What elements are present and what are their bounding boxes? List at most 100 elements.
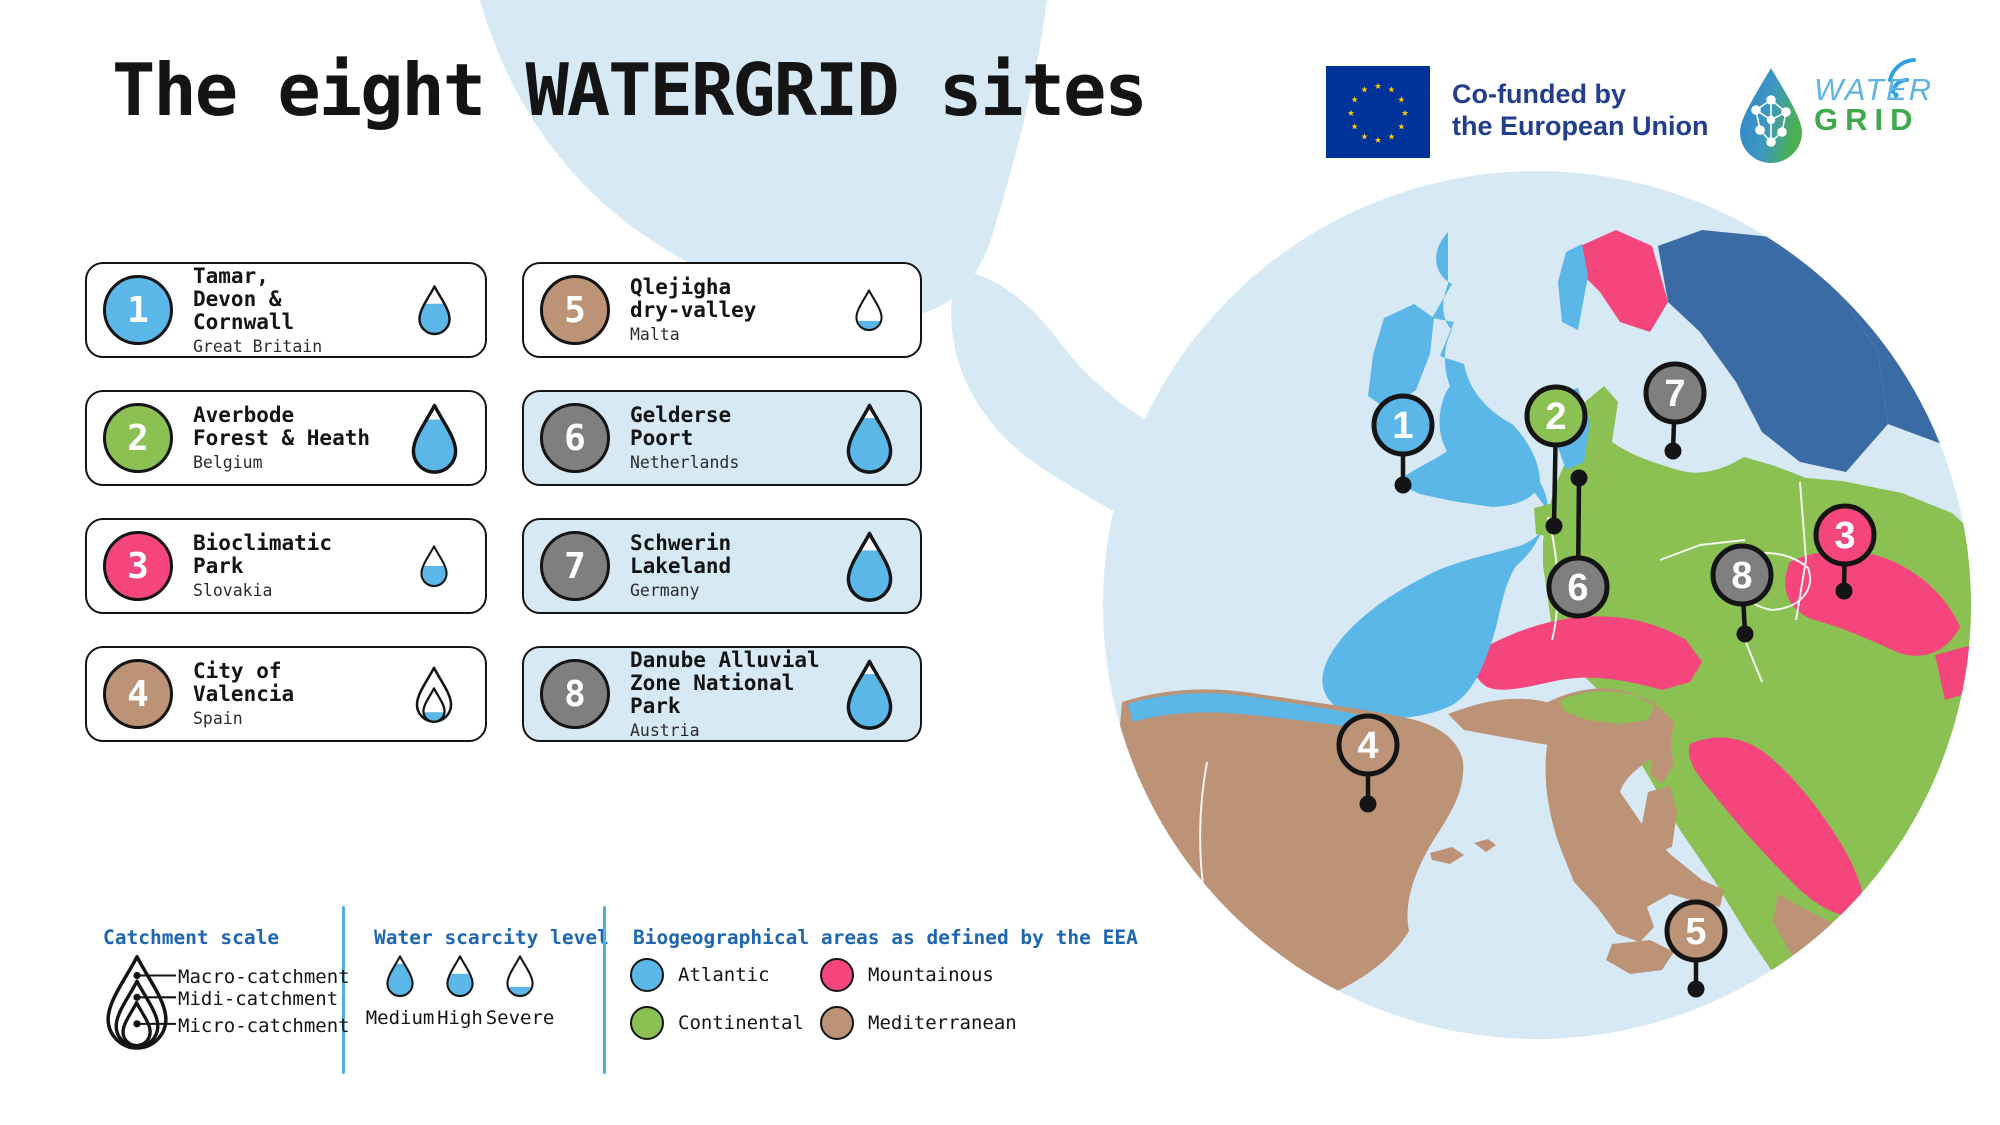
site-drop-icon xyxy=(415,666,453,723)
watergrid-logo: WATER GRID xyxy=(1738,62,1933,148)
marker-dot xyxy=(1835,582,1853,600)
catchment-label-3: Micro-catchment xyxy=(178,1015,350,1037)
marker-dot xyxy=(1664,442,1682,460)
legend-divider xyxy=(603,906,606,1074)
scarcity-label: High xyxy=(437,1007,483,1029)
marker-number: 4 xyxy=(1357,725,1378,767)
biogeo-label: Atlantic xyxy=(678,964,770,986)
marker-number: 8 xyxy=(1731,555,1752,597)
site-card-7: 7 Schwerin Lakeland Germany xyxy=(522,518,922,614)
marker-number: 3 xyxy=(1834,515,1855,557)
legend-biogeo-heading: Biogeographical areas as defined by the … xyxy=(633,926,1138,949)
site-name: Averbode Forest & Heath xyxy=(193,403,371,450)
eu-flag-star: ★ xyxy=(1351,119,1358,133)
marker-circle xyxy=(1371,393,1435,457)
site-country: Belgium xyxy=(193,453,263,472)
biogeo-item-continental: Continental xyxy=(630,1006,820,1040)
site-card-8: 8 Danube Alluvial Zone National Park Austr… xyxy=(522,646,922,742)
site-number-badge: 7 xyxy=(540,531,610,601)
site-drop-icon xyxy=(846,403,892,474)
map-marker-2: 2 xyxy=(1524,384,1588,535)
logo-word-water: WATER xyxy=(1814,72,1934,107)
biogeo-swatch xyxy=(820,958,854,992)
scarcity-drop-icon xyxy=(506,955,534,998)
site-drop-icon xyxy=(846,659,892,730)
site-name: Tamar, Devon & Cornwall xyxy=(193,263,295,334)
map-marker-1: 1 xyxy=(1371,393,1435,494)
eu-flag-star: ★ xyxy=(1398,119,1405,133)
eu-flag: ★ ★★★★★★★★★★★ xyxy=(1326,66,1430,158)
site-country: Spain xyxy=(193,709,243,728)
map-marker-6: 6 xyxy=(1546,469,1610,619)
biogeo-label: Mountainous xyxy=(868,964,994,986)
marker-circle xyxy=(1546,555,1610,619)
map-marker-8: 8 xyxy=(1710,543,1774,643)
site-drop-icon xyxy=(855,289,883,332)
site-drop-icon xyxy=(846,531,892,602)
site-card-6: 6 Gelderse Poort Netherlands xyxy=(522,390,922,486)
legend-biogeo-items: Atlantic Mountainous Continental Mediterran… xyxy=(630,958,1017,1040)
catchment-label-1: Macro-catchment xyxy=(178,966,350,988)
eu-flag-star: ★ xyxy=(1361,82,1368,96)
marker-number: 1 xyxy=(1392,405,1413,447)
eu-flag-star: ★ xyxy=(1374,78,1381,92)
site-name: Gelderse Poort xyxy=(630,403,732,450)
site-number-badge: 5 xyxy=(540,275,610,345)
site-drop-icon xyxy=(411,403,457,474)
eu-funding-line1: Co-funded by xyxy=(1452,79,1626,109)
site-number-badge: 3 xyxy=(103,531,173,601)
biogeo-item-mountainous: Mountainous xyxy=(820,958,1017,992)
biogeo-item-atlantic: Atlantic xyxy=(630,958,820,992)
site-name: Bioclimatic Park xyxy=(193,531,333,578)
map-region-atlantic xyxy=(1322,232,1590,719)
marker-circle xyxy=(1710,543,1774,607)
site-card-5: 5 Qlejigha dry-valley Malta xyxy=(522,262,922,358)
map-marker-7: 7 xyxy=(1643,361,1707,460)
site-card-2: 2 Averbode Forest & Heath Belgium xyxy=(85,390,487,486)
site-country: Netherlands xyxy=(630,453,740,472)
site-card-1: 1 Tamar, Devon & Cornwall Great Britain xyxy=(85,262,487,358)
eu-flag-star: ★ xyxy=(1388,82,1395,96)
eu-funding-text: Co-funded by the European Union xyxy=(1452,78,1709,142)
biogeo-swatch xyxy=(630,1006,664,1040)
scarcity-item-high: High xyxy=(430,954,490,1029)
marker-dot xyxy=(1545,517,1563,535)
scarcity-label: Medium xyxy=(365,1007,435,1029)
legend-scarcity-items: Medium High Severe xyxy=(366,954,554,1029)
eu-funding-block: Co-funded by the European Union xyxy=(1326,64,1709,156)
site-number-badge: 6 xyxy=(540,403,610,473)
site-name: Qlejigha dry-valley xyxy=(630,275,757,322)
map-marker-4: 4 xyxy=(1336,713,1400,813)
eu-flag-star: ★ xyxy=(1347,105,1354,119)
catchment-scale-icon xyxy=(106,955,176,1050)
catchment-label-2: Midi-catchment xyxy=(178,988,339,1010)
marker-dot xyxy=(1736,625,1754,643)
site-card-3: 3 Bioclimatic Park Slovakia xyxy=(85,518,487,614)
marker-number: 6 xyxy=(1567,567,1588,609)
marker-number: 7 xyxy=(1664,373,1685,415)
marker-circle xyxy=(1336,713,1400,777)
map-region-po-valley xyxy=(1560,691,1655,724)
biogeo-label: Continental xyxy=(678,1012,804,1034)
map-region-iberia-atlantic-strip xyxy=(1128,693,1373,730)
site-drop-icon xyxy=(420,545,448,588)
site-card-4: 4 City of Valencia Spain xyxy=(85,646,487,742)
legend-catchment-heading: Catchment scale xyxy=(103,926,280,949)
site-name: City of Valencia xyxy=(193,659,295,706)
map-marker-5: 5 xyxy=(1664,899,1728,998)
marker-circle xyxy=(1524,384,1588,448)
site-name: Schwerin Lakeland xyxy=(630,531,732,578)
scarcity-label: Severe xyxy=(485,1007,555,1029)
marker-circle xyxy=(1643,361,1707,425)
marker-dot xyxy=(1394,476,1412,494)
scarcity-item-severe: Severe xyxy=(486,954,554,1029)
logo-word-grid: GRID xyxy=(1814,102,1920,137)
site-country: Austria xyxy=(630,720,700,740)
map-markers: 1 2 3 4 5 6 7 8 xyxy=(1336,361,1877,998)
eu-flag-star: ★ xyxy=(1388,128,1395,142)
eu-flag-star: ★ xyxy=(1361,128,1368,142)
scarcity-drop-icon xyxy=(386,955,414,998)
logo-signal-icon xyxy=(1888,58,1916,98)
